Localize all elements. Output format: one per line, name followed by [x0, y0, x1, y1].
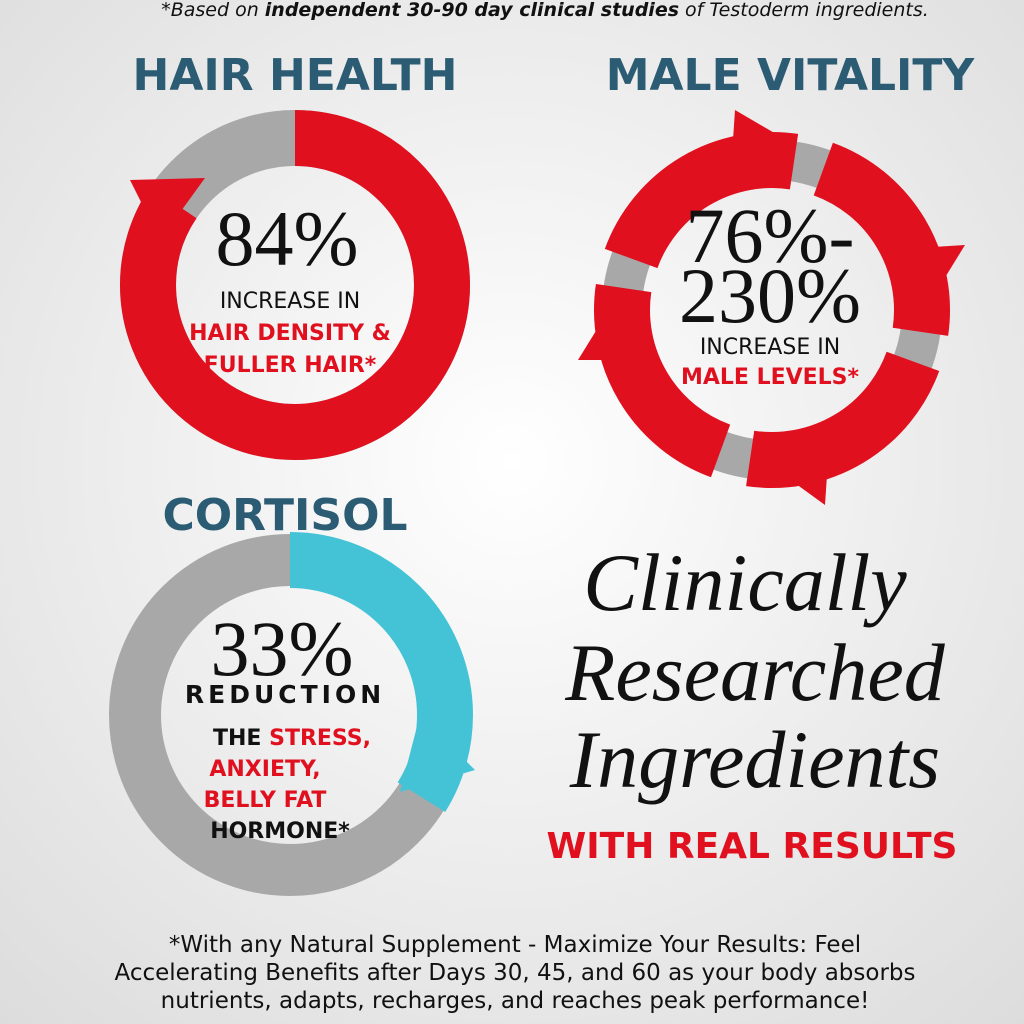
panel-title: CORTISOL: [162, 490, 407, 541]
ring-segments: [594, 132, 950, 488]
footer-line: nutrients, adapts, recharges, and reache…: [161, 988, 870, 1014]
stat: 84%: [216, 195, 359, 282]
stat: 230%: [679, 252, 861, 339]
stat: 76%-: [686, 192, 855, 279]
disclaimer-text: *Based on: [161, 0, 265, 21]
stat-label: HORMONE*: [210, 819, 350, 844]
stat-label: INCREASE IN: [220, 289, 360, 314]
footer-line: *With any Natural Supplement - Maximize …: [169, 932, 861, 958]
stat-highlight: HAIR DENSITY &: [189, 321, 391, 346]
footer-line: Accelerating Benefits after Days 30, 45,…: [115, 960, 916, 986]
disclaimer-text: of Testoderm ingredients.: [679, 0, 929, 21]
stat-highlight: MALE LEVELS*: [681, 365, 860, 390]
ring-progress: [107, 532, 473, 898]
stat: 33%: [211, 605, 354, 692]
stat-highlight: STRESS,: [269, 726, 371, 751]
panel-title: MALE VITALITY: [606, 50, 976, 101]
disclaimer: *Based on independent 30-90 day clinical…: [161, 0, 929, 21]
tagline: WITH REAL RESULTS: [547, 826, 958, 867]
stat-label: REDUCTION: [185, 680, 385, 709]
arrow-head: [578, 300, 660, 360]
stat-highlight-line: THE STRESS,: [213, 726, 371, 751]
panel-title: HAIR HEALTH: [133, 50, 458, 101]
disclaimer-bold: independent 30-90 day clinical studies: [265, 0, 679, 21]
headline: Clinically: [583, 537, 907, 628]
stat-highlight: ANXIETY,: [209, 757, 320, 782]
headline: Researched: [564, 627, 945, 718]
stat-label: INCREASE IN: [700, 335, 840, 360]
arrow-head: [130, 178, 205, 240]
ring-progress: [120, 110, 470, 460]
stat-highlight: BELLY FAT: [204, 788, 327, 813]
arrow-head: [730, 110, 795, 185]
arrow-head: [400, 715, 475, 792]
arrow-head: [885, 245, 965, 310]
stat-lead: THE: [213, 726, 269, 751]
stat-highlight: FULLER HAIR*: [204, 353, 377, 378]
arrow-head: [770, 430, 830, 505]
headline: Ingredients: [569, 714, 940, 805]
